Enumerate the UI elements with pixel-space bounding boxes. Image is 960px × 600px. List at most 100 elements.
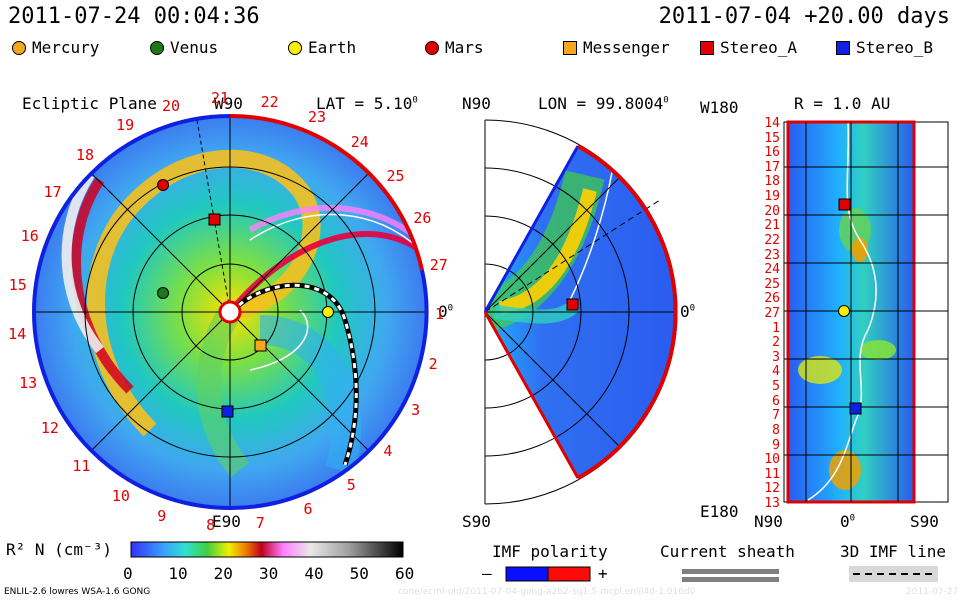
radial-x-left: N90 bbox=[754, 512, 783, 531]
strip-tick-label: 1 bbox=[772, 320, 780, 336]
legend-stereo-b: Stereo_B bbox=[836, 38, 933, 57]
strip-tick-label: 20 bbox=[764, 203, 780, 219]
meridional-stereo-a-position bbox=[566, 298, 579, 311]
legend-earth: Earth bbox=[288, 38, 356, 57]
colorbar-tick: 40 bbox=[304, 564, 324, 583]
ecliptic-bottom-label: E90 bbox=[212, 512, 241, 531]
density-colorbar bbox=[130, 541, 404, 558]
file-date: 2011-07-27 bbox=[906, 587, 959, 597]
model-info: ENLIL-2.6 lowres WSA-1.6 GONG bbox=[4, 587, 151, 597]
rotation-number: 5 bbox=[346, 476, 356, 495]
venus-position bbox=[157, 287, 169, 299]
imf-polarity-title: IMF polarity bbox=[492, 542, 608, 561]
meridional-bottom-label: S90 bbox=[462, 512, 491, 531]
current-sheath-title: Current sheath bbox=[660, 542, 795, 561]
meridional-lon-label: LON = 99.80040 bbox=[538, 94, 669, 113]
rotation-number: 10 bbox=[111, 487, 130, 506]
rotation-number: 14 bbox=[8, 325, 27, 344]
stereo-b-marker-icon bbox=[836, 40, 850, 55]
strip-tick-label: 15 bbox=[764, 130, 780, 146]
radial-earth-position bbox=[838, 305, 850, 317]
strip-tick-label: 25 bbox=[764, 276, 780, 292]
colorbar-tick: 10 bbox=[168, 564, 188, 583]
rotation-number: 17 bbox=[43, 183, 62, 202]
radial-top-label: W180 bbox=[700, 98, 739, 117]
colorbar-tick: 50 bbox=[349, 564, 369, 583]
rotation-number: 23 bbox=[308, 107, 327, 126]
colorbar-tick: 60 bbox=[395, 564, 415, 583]
rotation-number: 3 bbox=[411, 401, 421, 420]
venus-marker-icon bbox=[150, 40, 164, 55]
sheath-swatch-bottom bbox=[682, 577, 779, 582]
rotation-number: 7 bbox=[255, 514, 265, 533]
rotation-number: 15 bbox=[8, 275, 27, 294]
strip-tick-label: 23 bbox=[764, 247, 780, 263]
rotation-number: 2 bbox=[428, 354, 438, 373]
rotation-number: 20 bbox=[162, 97, 181, 116]
strip-tick-label: 4 bbox=[772, 364, 780, 380]
radial-bottom-left-label: E180 bbox=[700, 502, 739, 521]
colorbar-tick: 30 bbox=[259, 564, 279, 583]
rotation-number: 26 bbox=[413, 209, 432, 228]
radial-stereo-b-position bbox=[849, 402, 862, 415]
radial-stereo-a-position bbox=[838, 198, 851, 211]
rotation-number: 21 bbox=[211, 89, 230, 108]
rotation-number: 1 bbox=[434, 305, 445, 324]
ecliptic-top-label: W90 bbox=[214, 94, 243, 113]
stereo-a-position bbox=[208, 213, 221, 226]
legend-venus: Venus bbox=[150, 38, 218, 57]
strip-tick-label: 22 bbox=[764, 232, 780, 248]
rotation-number: 27 bbox=[429, 256, 448, 275]
strip-tick-label: 24 bbox=[764, 262, 780, 278]
imf-minus-label: – bbox=[482, 564, 492, 583]
ecliptic-title: Ecliptic Plane bbox=[22, 94, 157, 113]
radial-r-label: R = 1.0 AU bbox=[794, 94, 891, 113]
rotation-number: 8 bbox=[206, 516, 216, 535]
legend-mars: Mars bbox=[425, 38, 484, 57]
colorbar-tick: 20 bbox=[213, 564, 233, 583]
strip-tick-label: 11 bbox=[764, 466, 780, 482]
legend-mercury: Mercury bbox=[12, 38, 99, 57]
earth-position bbox=[322, 306, 334, 318]
imf-positive-swatch bbox=[547, 566, 591, 582]
strip-tick-label: 16 bbox=[764, 145, 780, 161]
strip-tick-label: 14 bbox=[764, 116, 780, 131]
ecliptic-lat-label: LAT = 5.100 bbox=[316, 94, 418, 113]
strip-tick-label: 21 bbox=[764, 218, 780, 234]
rotation-number: 18 bbox=[75, 145, 95, 164]
rotation-number: 19 bbox=[116, 116, 135, 135]
colorbar-label: R² N (cm⁻³) bbox=[6, 540, 112, 559]
rotation-number: 6 bbox=[303, 500, 313, 519]
imf-plus-label: + bbox=[598, 564, 608, 583]
rotation-number: 22 bbox=[260, 92, 279, 111]
earth-marker-icon bbox=[288, 40, 302, 55]
sheath-swatch-top bbox=[682, 569, 779, 574]
strip-tick-label: 9 bbox=[772, 437, 780, 453]
stereo-a-marker-icon bbox=[700, 40, 714, 55]
ecliptic-right-label: 00 bbox=[438, 302, 454, 321]
strip-tick-label: 6 bbox=[772, 393, 780, 409]
strip-tick-label: 19 bbox=[764, 189, 780, 205]
mercury-marker-icon bbox=[12, 40, 26, 55]
colorbar-tick: 0 bbox=[123, 564, 133, 583]
strip-tick-label: 5 bbox=[772, 379, 780, 395]
mars-marker-icon bbox=[425, 40, 439, 55]
radial-x-mid: 00 bbox=[840, 512, 856, 531]
stereo-b-position bbox=[221, 405, 234, 418]
strip-tick-label: 7 bbox=[772, 408, 780, 424]
rotation-number: 11 bbox=[72, 456, 91, 475]
legend-stereo-a: Stereo_A bbox=[700, 38, 797, 57]
rotation-number: 16 bbox=[20, 227, 39, 246]
imf-negative-swatch bbox=[505, 566, 549, 582]
messenger-position bbox=[254, 339, 267, 352]
rotation-number: 12 bbox=[40, 418, 59, 437]
run-info: 2011-07-04 +20.00 days bbox=[658, 4, 950, 29]
messenger-marker-icon bbox=[563, 40, 577, 55]
strip-tick-label: 3 bbox=[772, 349, 780, 365]
strip-tick-label: 18 bbox=[764, 174, 780, 190]
meridional-top-label: N90 bbox=[462, 94, 491, 113]
radial-x-right: S90 bbox=[910, 512, 939, 531]
file-info: cone/ecml-old/2011-07-04-gong-a2b2-sq1.5… bbox=[398, 587, 696, 597]
strip-tick-label: 8 bbox=[772, 422, 780, 438]
